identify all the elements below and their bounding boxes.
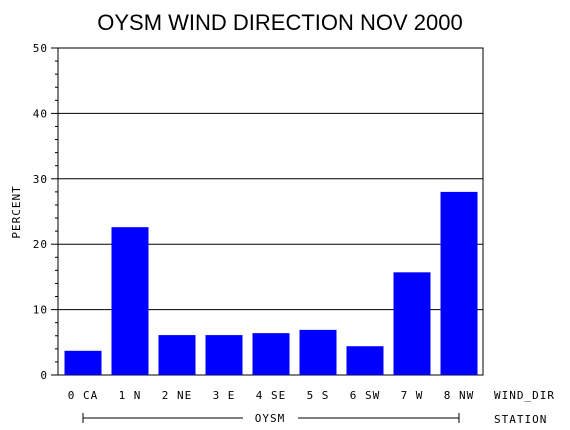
bars [64,191,478,375]
x-tick-label: 5 S [307,389,330,402]
station-group-label: OYSM [255,412,286,425]
bar [299,329,337,375]
bar [440,191,478,375]
x-axis-label: WIND_DIR [494,389,555,402]
bar [346,346,384,375]
x-tick-label: 3 E [213,389,236,402]
bar [393,272,431,375]
x-tick-label: 8 NW [444,389,475,402]
y-tick-label: 10 [33,304,48,317]
x-tick-label: 7 W [401,389,424,402]
y-tick-label: 50 [33,42,48,55]
y-tick-label: 0 [40,369,48,382]
y-tick-label: 40 [33,107,48,120]
bar [158,335,196,375]
y-tick-label: 30 [33,173,48,186]
y-axis-label: PERCENT [10,185,23,238]
bar [111,227,149,375]
y-tick-label: 20 [33,238,48,251]
x-tick-label: 4 SE [256,389,287,402]
bar [64,350,102,375]
x-tick-label: 6 SW [350,389,381,402]
bar [205,335,243,375]
x-tick-label: 0 CA [68,389,99,402]
x-tick-label: 1 N [119,389,142,402]
station-axis-label: STATION [494,413,547,426]
x-tick-labels: 0 CA 1 N 2 NE 3 E 4 SE 5 S 6 SW 7 W 8 NW [68,389,475,402]
x-tick-label: 2 NE [162,389,193,402]
y-axis-ticks: 0 10 20 30 40 50 [33,42,58,382]
bar [252,333,290,375]
station-group-bracket: OYSM [82,412,460,425]
chart-title: OYSM WIND DIRECTION NOV 2000 [97,10,463,35]
